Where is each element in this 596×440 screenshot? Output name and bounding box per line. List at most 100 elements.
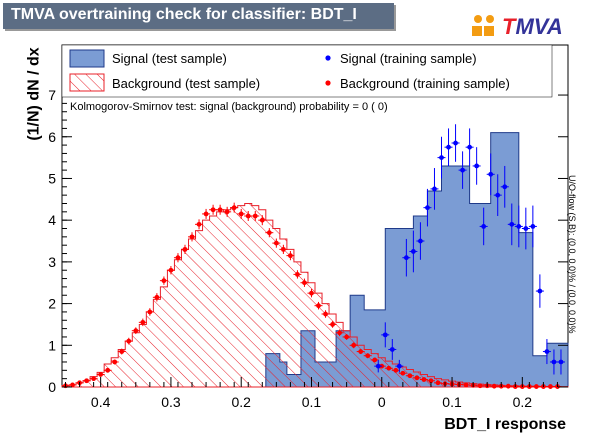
background-training-point	[386, 365, 392, 371]
signal-training-point	[551, 359, 557, 365]
overflow-note: U/O-flow (S,B): (0.0, 0.0)% / (0.0, 0.0)…	[567, 175, 577, 334]
background-training-point	[168, 267, 174, 273]
background-training-point	[70, 382, 75, 388]
background-training-point	[372, 357, 378, 363]
signal-training-point	[509, 221, 515, 227]
x-tick-label: 0.3	[161, 394, 181, 410]
background-training-point	[182, 246, 188, 252]
signal-training-point	[481, 224, 487, 229]
signal-training-point	[488, 171, 494, 177]
legend-background-test-label: Background (test sample)	[112, 76, 260, 91]
x-tick-label: 0.4	[91, 394, 111, 410]
signal-training-point	[474, 163, 480, 169]
signal-training-point	[439, 155, 444, 161]
background-training-point	[400, 370, 406, 376]
y-tick-label: 0	[48, 379, 56, 395]
background-training-point	[273, 240, 279, 246]
y-tick-label: 7	[48, 87, 56, 103]
background-training-point	[126, 338, 132, 344]
background-training-point	[491, 383, 497, 389]
background-training-point	[288, 253, 293, 259]
background-training-point	[428, 378, 434, 384]
background-training-point	[393, 367, 399, 373]
background-training-point	[548, 384, 553, 389]
background-training-point	[133, 328, 139, 334]
signal-training-point	[502, 184, 508, 190]
signal-training-point	[523, 226, 529, 231]
signal-training-point	[418, 238, 423, 244]
legend-signal-test-label: Signal (test sample)	[112, 51, 227, 66]
legend-box	[61, 44, 553, 98]
background-training-point	[231, 205, 237, 211]
background-training-point	[175, 255, 181, 261]
y-tick-label: 3	[48, 254, 56, 270]
background-training-point	[98, 372, 104, 377]
legend-background-marker	[325, 80, 331, 86]
background-training-point	[421, 377, 427, 382]
background-training-point	[189, 234, 195, 240]
legend-signal-marker	[325, 55, 331, 61]
signal-training-point	[453, 140, 458, 146]
background-training-point	[217, 207, 223, 213]
background-training-point	[266, 230, 272, 236]
signal-training-point	[446, 144, 451, 150]
legend-signal-training-label: Signal (training sample)	[340, 51, 477, 66]
background-training-point	[245, 213, 251, 219]
title-bar: TMVA overtraining check for classifier: …	[3, 3, 394, 29]
background-training-point	[323, 311, 328, 317]
y-tick-label: 4	[48, 212, 56, 228]
background-training-point	[505, 383, 511, 389]
background-training-point	[280, 246, 286, 252]
signal-training-points	[374, 124, 565, 375]
background-training-point	[330, 322, 335, 327]
background-training-point	[407, 373, 413, 379]
background-training-point	[477, 383, 483, 389]
signal-training-point	[558, 359, 564, 365]
x-axis-label: BDT_I response	[444, 416, 566, 433]
ks-test-text: Kolmogorov-Smirnov test: signal (backgro…	[70, 101, 388, 113]
y-axis-label: (1/N) dN / dx	[25, 47, 43, 141]
background-training-point	[224, 209, 230, 215]
y-tick-label: 1	[48, 337, 56, 353]
background-training-point	[161, 278, 167, 284]
logo-text: TMVA	[502, 14, 563, 39]
background-training-point	[302, 280, 307, 286]
x-tick-label: 0.1	[302, 394, 322, 410]
background-training-point	[203, 211, 209, 217]
background-training-point	[259, 217, 265, 223]
background-training-point	[358, 349, 364, 354]
signal-training-point	[382, 332, 388, 338]
background-training-point	[414, 375, 420, 381]
background-training-point	[309, 290, 314, 296]
background-training-point	[210, 207, 216, 213]
tmva-logo: TMVA	[470, 12, 563, 42]
signal-training-point	[432, 186, 437, 192]
legend-background-training-label: Background (training sample)	[340, 76, 510, 91]
background-training-point	[316, 303, 321, 309]
background-training-point	[105, 367, 111, 373]
signal-training-point	[537, 288, 543, 294]
legend: Signal (test sample) Background (test sam…	[61, 44, 553, 98]
background-training-point	[533, 384, 539, 389]
y-tick-label: 5	[48, 170, 56, 186]
background-training-point	[463, 382, 469, 388]
y-tick-label: 2	[48, 296, 56, 312]
signal-training-point	[425, 205, 430, 211]
background-training-point	[196, 221, 202, 227]
background-training-point	[337, 330, 342, 336]
signal-training-point	[544, 349, 550, 354]
x-tick-label: 0.1	[442, 394, 462, 410]
background-training-point	[351, 342, 357, 348]
signal-training-point	[375, 363, 381, 369]
signal-training-point	[396, 363, 402, 369]
signal-training-point	[530, 224, 536, 229]
background-training-point	[238, 211, 244, 217]
signal-training-point	[403, 255, 409, 261]
x-tick-label: 0	[378, 394, 386, 410]
background-training-point	[252, 213, 258, 219]
signal-training-point	[410, 249, 416, 254]
x-tick-label: 0.2	[513, 394, 533, 410]
background-training-point	[295, 271, 300, 277]
signal-training-point	[460, 167, 465, 173]
